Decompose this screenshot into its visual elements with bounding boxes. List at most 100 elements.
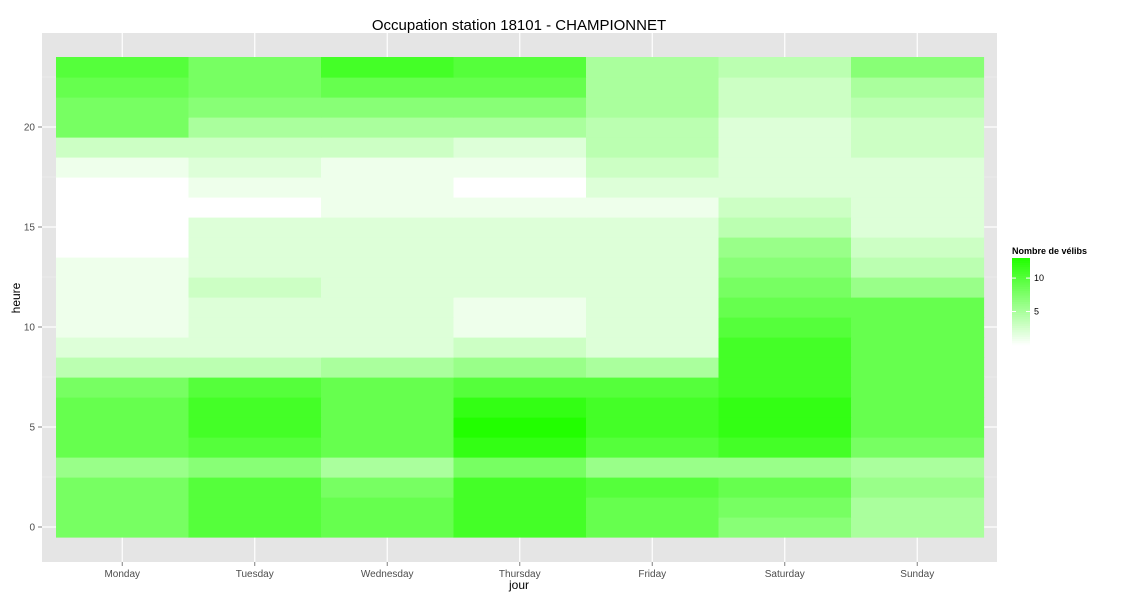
heatmap-cell <box>56 177 190 198</box>
legend-color-step <box>1012 342 1030 346</box>
heatmap-cell <box>188 437 322 458</box>
heatmap-cell <box>586 97 720 118</box>
heatmap-cell <box>718 237 852 258</box>
heatmap-cell <box>851 177 985 198</box>
heatmap-cell <box>851 257 985 278</box>
heatmap-cell <box>851 457 985 478</box>
heatmap-cell <box>586 317 720 338</box>
heatmap-cell <box>188 97 322 118</box>
heatmap-cell <box>851 357 985 378</box>
heatmap-cell <box>453 77 587 98</box>
heatmap-cell <box>453 377 587 398</box>
legend-color-step <box>1012 310 1030 313</box>
heatmap-cell <box>586 237 720 258</box>
legend-color-step <box>1012 277 1030 281</box>
heatmap-cell <box>56 477 190 498</box>
heatmap-cell <box>851 237 985 258</box>
heatmap-cell <box>453 457 587 478</box>
heatmap-cell <box>56 297 190 318</box>
heatmap-cell <box>453 257 587 278</box>
heatmap-cell <box>188 57 322 78</box>
heatmap-cell <box>586 257 720 278</box>
heatmap-cell <box>56 517 190 538</box>
legend-color-step <box>1012 312 1030 316</box>
heatmap-cell <box>851 57 985 78</box>
heatmap-cell <box>718 257 852 278</box>
x-tick-label: Wednesday <box>361 569 414 580</box>
heatmap-cell <box>718 217 852 238</box>
heatmap-cell <box>453 237 587 258</box>
y-tick-label: 5 <box>29 423 35 434</box>
legend-color-step <box>1012 294 1030 298</box>
heatmap-cell <box>321 217 455 238</box>
heatmap-cell <box>453 57 587 78</box>
legend-color-step <box>1012 288 1030 292</box>
heatmap-cell <box>56 277 190 298</box>
x-tick-label: Sunday <box>900 569 934 580</box>
heatmap-cell <box>321 177 455 198</box>
heatmap-cell <box>453 477 587 498</box>
heatmap-cell <box>321 317 455 338</box>
heatmap-cell <box>718 397 852 418</box>
legend-colorbar <box>1012 258 1030 346</box>
heatmap-cell <box>56 317 190 338</box>
legend-color-step <box>1012 316 1030 320</box>
heatmap-cell <box>453 497 587 518</box>
heatmap-cell <box>586 177 720 198</box>
heatmap-cell <box>851 117 985 138</box>
heatmap-cell <box>321 477 455 498</box>
legend-color-step <box>1012 340 1030 344</box>
heatmap-cell <box>453 417 587 438</box>
heatmap-cell <box>321 237 455 258</box>
legend-color-step <box>1012 334 1030 337</box>
legend-color-step <box>1012 281 1030 285</box>
legend-color-step <box>1012 331 1030 335</box>
legend-color-step <box>1012 266 1030 270</box>
heatmap-cell <box>586 277 720 298</box>
heatmap-cell <box>56 337 190 358</box>
heatmap-cell <box>851 157 985 178</box>
heatmap-cell <box>851 437 985 458</box>
heatmap-cell <box>188 337 322 358</box>
heatmap-cell <box>188 277 322 298</box>
legend-color-step <box>1012 284 1030 287</box>
heatmap-cell <box>586 197 720 218</box>
legend-color-step <box>1012 273 1030 276</box>
heatmap-cell <box>321 497 455 518</box>
heatmap-cell <box>56 377 190 398</box>
heatmap-cell <box>56 417 190 438</box>
heatmap-cell <box>586 517 720 538</box>
heatmap-cell <box>321 357 455 378</box>
heatmap-cell <box>188 317 322 338</box>
y-axis-title: heure <box>9 282 23 313</box>
heatmap-cell <box>586 477 720 498</box>
heatmap-cell <box>453 297 587 318</box>
heatmap-cell <box>56 437 190 458</box>
legend-color-step <box>1012 275 1030 279</box>
heatmap-cell <box>851 217 985 238</box>
heatmap-cell <box>321 417 455 438</box>
heatmap-cell <box>586 117 720 138</box>
heatmap-cell <box>453 117 587 138</box>
legend-color-step <box>1012 286 1030 289</box>
heatmap-cell <box>188 377 322 398</box>
legend-color-step <box>1012 338 1030 342</box>
heatmap-cell <box>718 277 852 298</box>
heatmap-cell <box>586 417 720 438</box>
legend-color-step <box>1012 336 1030 339</box>
legend-color-step <box>1012 303 1030 307</box>
heatmap-cell <box>851 517 985 538</box>
legend-color-step <box>1012 290 1030 294</box>
legend-color-step <box>1012 305 1030 309</box>
heatmap-cell <box>56 357 190 378</box>
legend-color-step <box>1012 264 1030 268</box>
heatmap-cell <box>851 77 985 98</box>
heatmap-cell <box>56 217 190 238</box>
x-tick-label: Saturday <box>765 569 805 580</box>
heatmap-cell <box>321 197 455 218</box>
heatmap-cell <box>453 217 587 238</box>
legend-color-step <box>1012 299 1030 302</box>
legend-color-step <box>1012 327 1030 331</box>
heatmap-cell <box>586 137 720 158</box>
